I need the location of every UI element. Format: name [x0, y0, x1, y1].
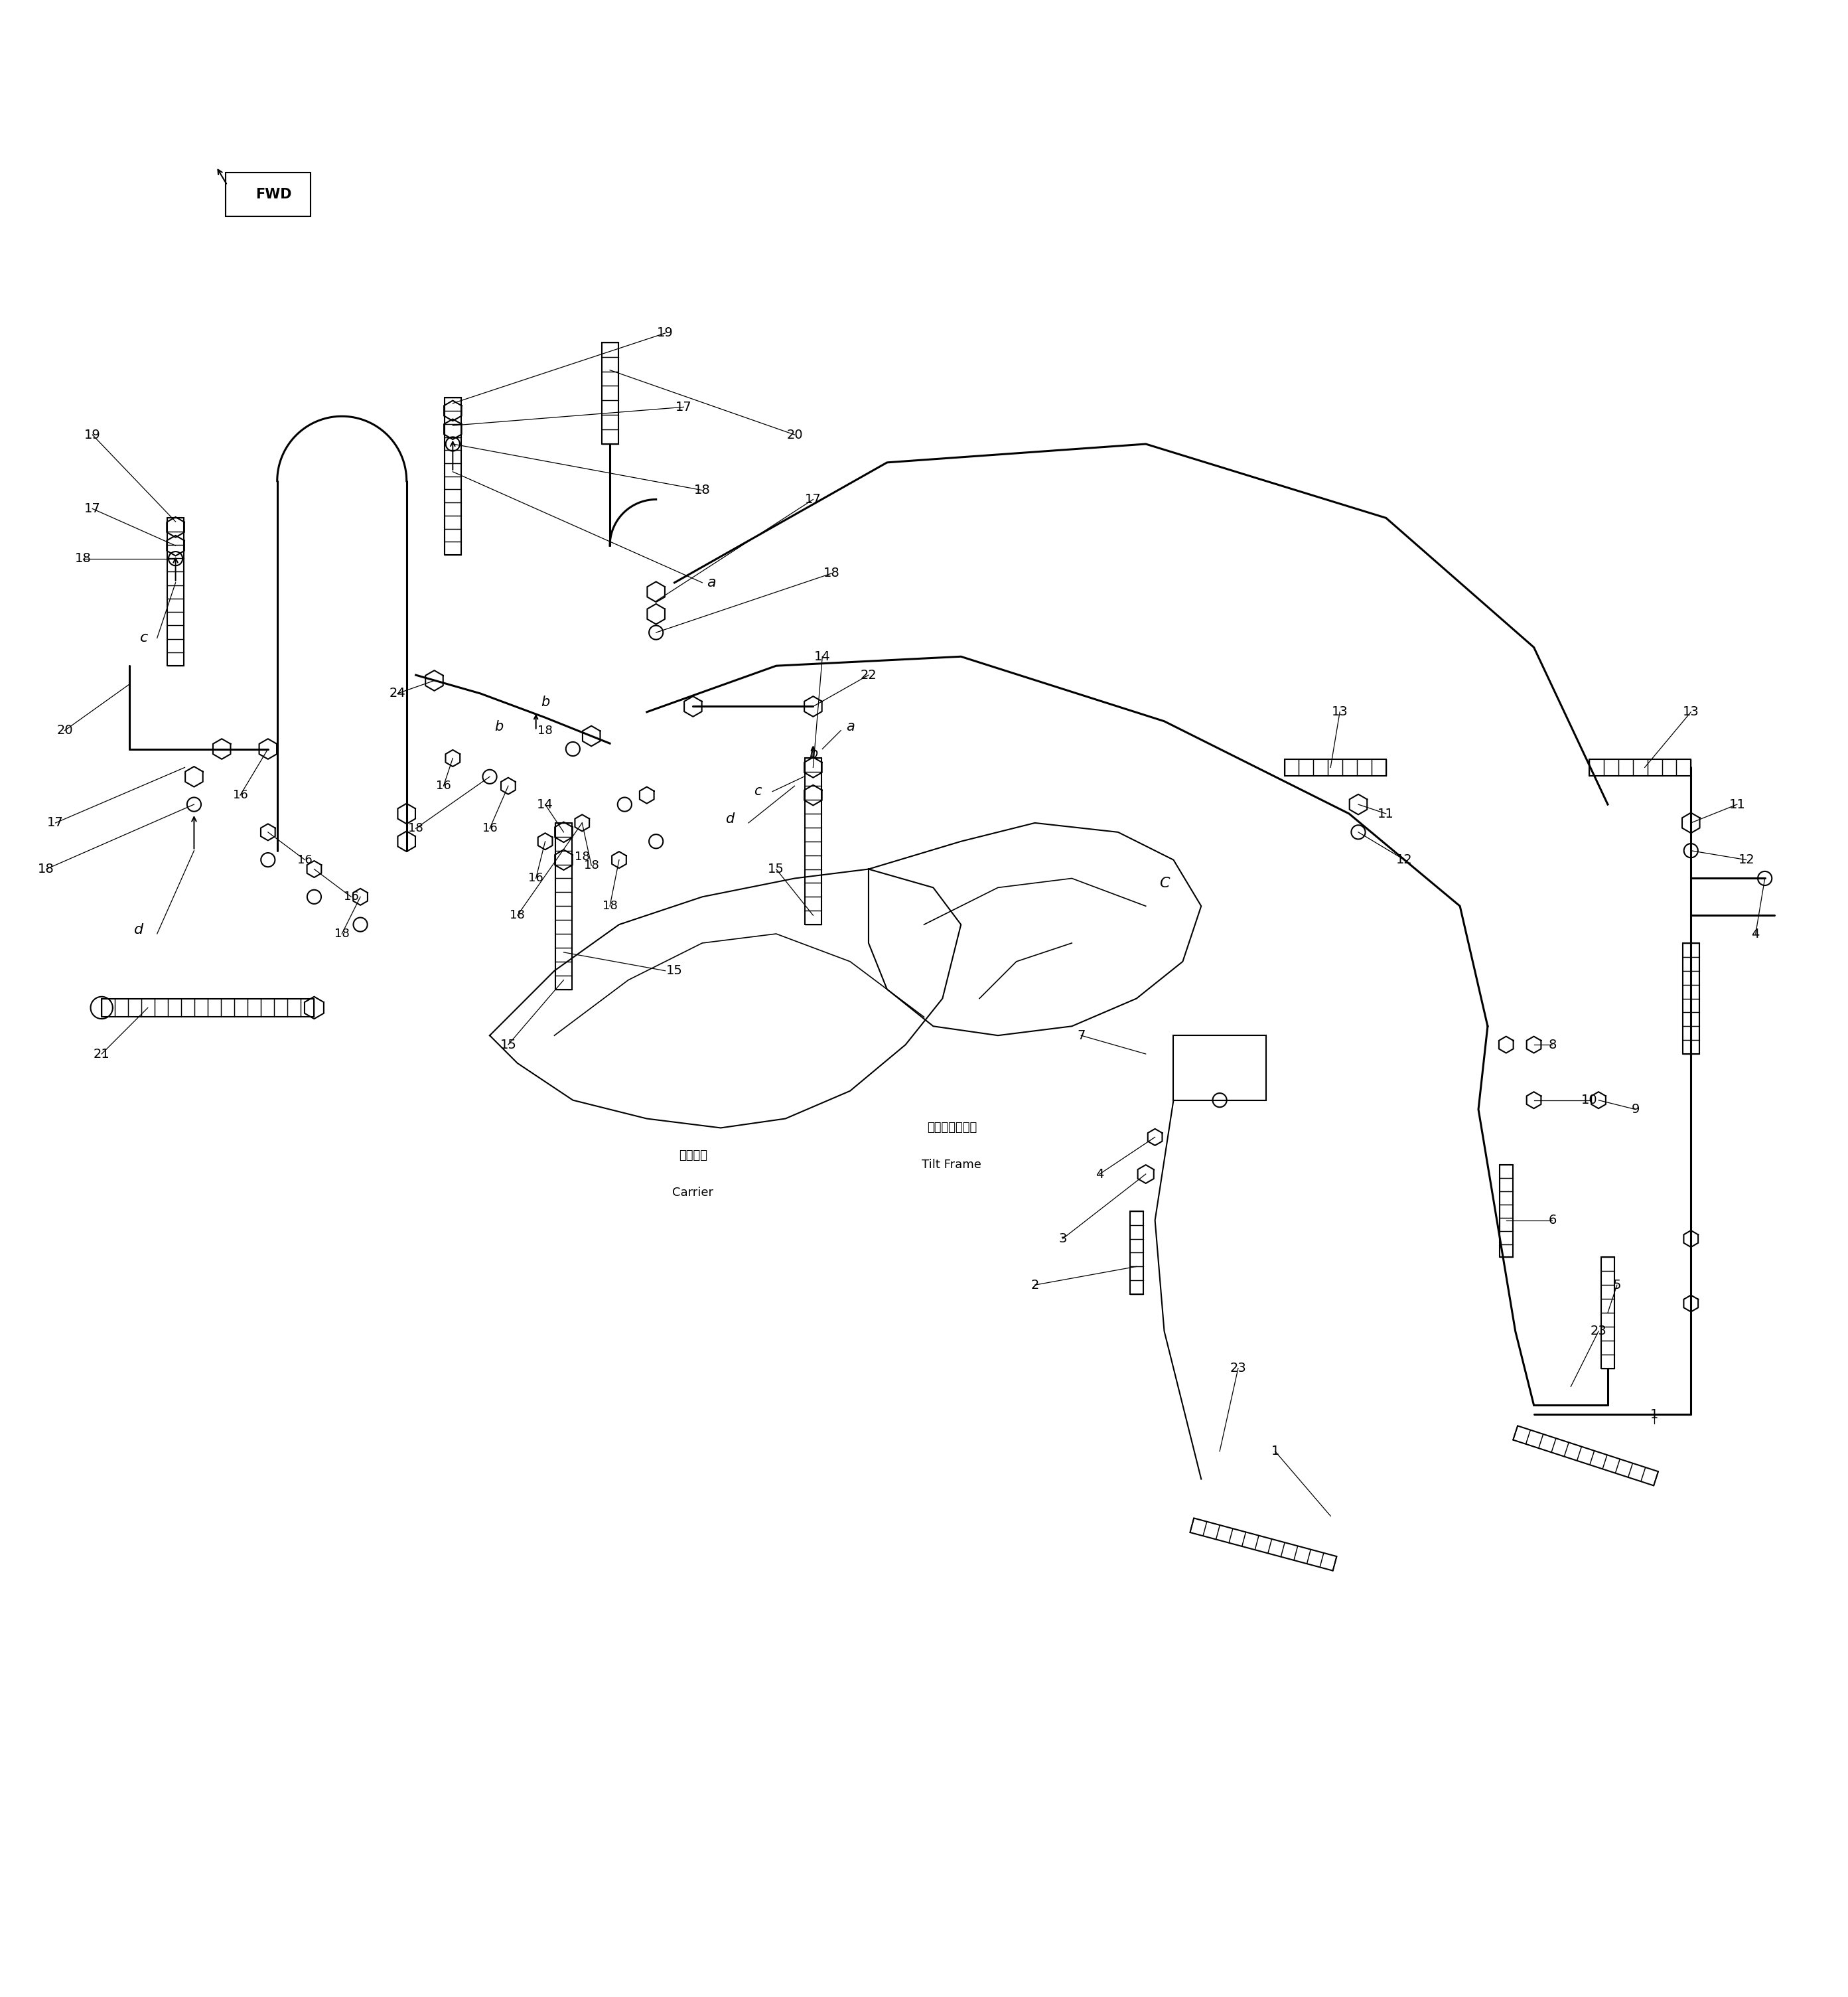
- Text: d: d: [133, 923, 144, 937]
- Text: 4: 4: [1752, 927, 1759, 941]
- Text: 14: 14: [815, 651, 830, 663]
- Text: チルトフレーム: チルトフレーム: [926, 1122, 978, 1134]
- Text: 23: 23: [1591, 1324, 1606, 1338]
- Text: 18: 18: [584, 859, 599, 871]
- Text: 18: 18: [76, 553, 91, 565]
- Text: 4: 4: [1096, 1168, 1103, 1180]
- Text: a: a: [708, 575, 715, 589]
- Text: a: a: [846, 719, 854, 733]
- Text: 7: 7: [1077, 1028, 1085, 1042]
- Text: 13: 13: [1332, 705, 1347, 719]
- Text: 17: 17: [806, 493, 821, 505]
- Text: FWD: FWD: [255, 188, 292, 202]
- Text: 17: 17: [48, 817, 63, 829]
- Text: 11: 11: [1730, 799, 1745, 811]
- Text: 12: 12: [1397, 853, 1412, 867]
- Text: 18: 18: [39, 863, 54, 875]
- Text: 20: 20: [787, 429, 802, 441]
- Text: 13: 13: [1684, 705, 1698, 719]
- Text: d: d: [726, 813, 734, 825]
- Text: 14: 14: [538, 799, 553, 811]
- Text: 18: 18: [575, 851, 590, 863]
- Text: 9: 9: [1632, 1102, 1639, 1116]
- Text: 15: 15: [667, 965, 682, 977]
- Text: 17: 17: [85, 503, 100, 515]
- Text: b: b: [541, 695, 549, 709]
- Text: 18: 18: [538, 725, 553, 737]
- Text: 16: 16: [298, 855, 312, 867]
- Text: 12: 12: [1739, 853, 1754, 867]
- Text: 21: 21: [94, 1048, 109, 1060]
- Text: 17: 17: [676, 401, 691, 413]
- Text: 19: 19: [85, 429, 100, 441]
- Text: 16: 16: [344, 891, 359, 903]
- Text: 16: 16: [233, 789, 248, 801]
- Text: 1: 1: [1271, 1446, 1279, 1458]
- Text: c: c: [140, 631, 148, 645]
- Text: 2: 2: [1031, 1278, 1039, 1292]
- Text: 10: 10: [1582, 1094, 1597, 1106]
- Text: 6: 6: [1549, 1214, 1556, 1226]
- Text: 15: 15: [769, 863, 784, 875]
- Text: b: b: [809, 747, 817, 761]
- Text: 11: 11: [1379, 807, 1393, 821]
- Text: Tilt Frame: Tilt Frame: [922, 1158, 981, 1170]
- Text: 16: 16: [482, 823, 497, 835]
- Text: 16: 16: [436, 781, 451, 793]
- Text: 23: 23: [1231, 1362, 1246, 1374]
- Text: 20: 20: [57, 725, 72, 737]
- Text: 24: 24: [390, 687, 405, 699]
- Text: キャリヤ: キャリヤ: [678, 1150, 708, 1162]
- Text: 15: 15: [501, 1038, 516, 1050]
- Text: 5: 5: [1613, 1278, 1621, 1292]
- Text: 18: 18: [334, 929, 349, 941]
- Text: 18: 18: [602, 901, 617, 913]
- Text: 18: 18: [408, 823, 423, 835]
- Text: c: c: [754, 785, 761, 799]
- Text: C: C: [1159, 877, 1170, 891]
- Text: Carrier: Carrier: [673, 1186, 713, 1198]
- Text: 19: 19: [658, 328, 673, 339]
- Text: 18: 18: [510, 909, 525, 921]
- Text: 16: 16: [529, 873, 543, 885]
- Text: 3: 3: [1059, 1232, 1066, 1244]
- Text: 18: 18: [695, 483, 710, 497]
- Text: 8: 8: [1549, 1038, 1556, 1050]
- Text: b: b: [495, 719, 503, 733]
- Text: 1: 1: [1650, 1408, 1658, 1420]
- Text: 22: 22: [861, 669, 876, 681]
- Text: 18: 18: [824, 567, 839, 579]
